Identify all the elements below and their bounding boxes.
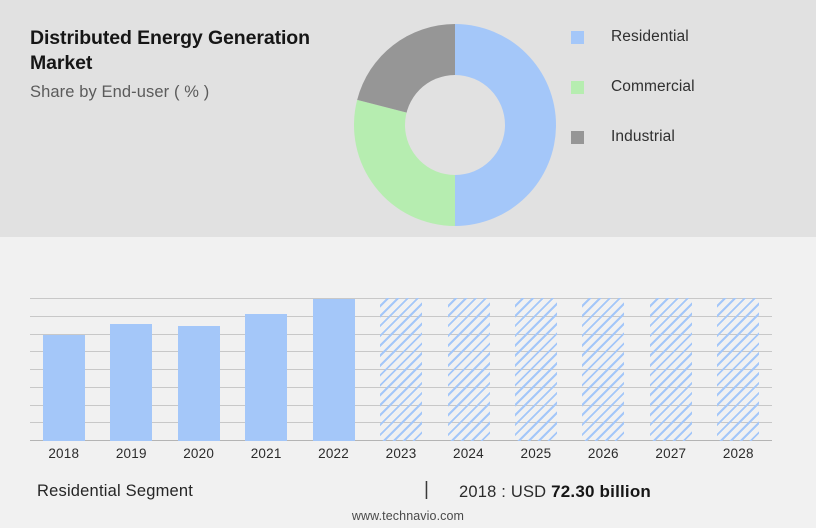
x-axis-label-2027: 2027 <box>655 446 687 461</box>
bar-2026[interactable] <box>582 298 625 441</box>
page-subtitle: Share by End-user ( % ) <box>30 82 210 101</box>
x-axis-label-2022: 2022 <box>318 446 349 461</box>
legend: Residential Commercial Industrial <box>571 12 801 162</box>
donut-hole <box>405 75 505 175</box>
footer-divider: | <box>424 479 429 500</box>
legend-item-commercial[interactable]: Commercial <box>571 62 801 112</box>
x-axis-label-2021: 2021 <box>250 446 282 461</box>
bar-2018[interactable] <box>42 335 85 441</box>
legend-swatch-commercial <box>571 80 584 94</box>
legend-swatch-residential <box>571 30 584 44</box>
bar-2025[interactable] <box>514 298 557 441</box>
footer: Residential Segment | 2018 : USD 72.30 b… <box>0 468 816 528</box>
legend-label-commercial: Commercial <box>611 78 695 95</box>
legend-label-industrial: Industrial <box>611 128 675 145</box>
footer-url: www.technavio.com <box>351 509 465 523</box>
page-title: Distributed Energy Generation Market <box>30 27 310 74</box>
x-axis-label-2023: 2023 <box>385 446 417 461</box>
header-band: Distributed Energy Generation Market Sha… <box>0 0 816 237</box>
x-axis-label-2028: 2028 <box>722 446 754 461</box>
x-axis-label-2025: 2025 <box>520 446 552 461</box>
title-block: Distributed Energy Generation Market Sha… <box>30 26 360 103</box>
donut-slice-residential[interactable] <box>455 24 556 226</box>
x-axis-label-2020: 2020 <box>183 446 215 461</box>
x-axis-label-2024: 2024 <box>453 446 484 461</box>
bar-2022[interactable] <box>312 299 355 441</box>
bar-2028[interactable] <box>717 298 760 441</box>
donut-chart <box>354 24 556 226</box>
footer-segment-label: Residential Segment <box>37 482 194 500</box>
footer-value-amount: 72.30 billion <box>551 482 652 501</box>
bar-chart-panel: 2018 2019 2020 2021 2022 2023 2024 2025 2026 2027… <box>0 237 816 468</box>
bar-2021[interactable] <box>245 314 288 441</box>
donut-chart-svg <box>354 24 556 226</box>
x-axis-labels: 2018 2019 2020 2021 2022 2023 2024 2025 2026 2027… <box>30 446 772 468</box>
bar-chart-plot-area <box>30 298 772 441</box>
bar-2019[interactable] <box>110 324 153 441</box>
bar-2023[interactable] <box>380 298 422 441</box>
x-axis-label-2019: 2019 <box>115 446 147 461</box>
x-axis-label-2026: 2026 <box>587 446 619 461</box>
footer-value-prefix: 2018 : USD <box>459 483 552 501</box>
footer-value: 2018 : USD 72.30 billion <box>459 482 651 502</box>
x-axis-label-2018: 2018 <box>48 446 80 461</box>
legend-label-residential: Residential <box>611 28 689 45</box>
bar-2027[interactable] <box>649 298 692 441</box>
bar-2024[interactable] <box>447 298 490 441</box>
legend-swatch-industrial <box>571 130 584 144</box>
legend-item-industrial[interactable]: Industrial <box>571 112 801 162</box>
bar-2020[interactable] <box>177 326 220 441</box>
legend-item-residential[interactable]: Residential <box>571 12 801 62</box>
